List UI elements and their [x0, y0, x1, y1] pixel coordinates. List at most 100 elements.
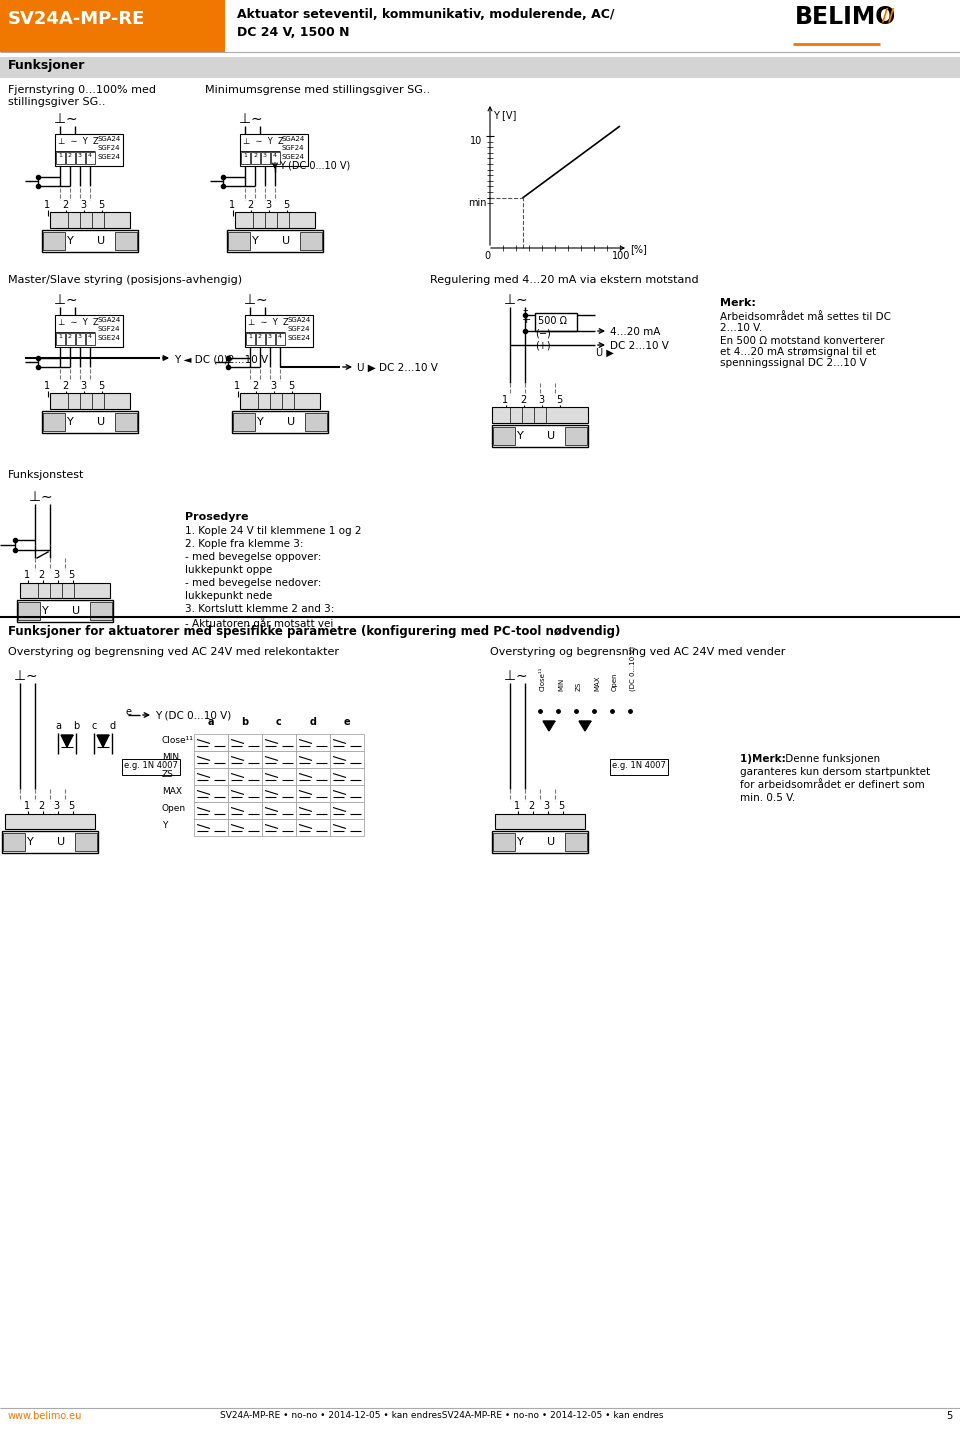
Text: ⊥: ⊥	[244, 293, 256, 308]
Text: 3: 3	[265, 200, 271, 210]
Text: Merk:: Merk:	[752, 754, 785, 764]
Text: Merk:: Merk:	[720, 297, 756, 308]
Text: ⊥: ⊥	[14, 670, 26, 683]
Text: 3: 3	[78, 333, 82, 339]
Text: ⊥: ⊥	[54, 112, 66, 126]
Text: 3: 3	[54, 800, 60, 810]
Text: 5: 5	[98, 200, 105, 210]
Text: e: e	[126, 707, 132, 717]
Text: ZS: ZS	[162, 770, 174, 779]
Text: 2...10 V.: 2...10 V.	[720, 323, 762, 333]
Bar	[535, 313, 577, 331]
Text: SGA24: SGA24	[97, 318, 120, 323]
Text: DC 24 V, 1500 N: DC 24 V, 1500 N	[237, 26, 349, 39]
Bar	[66, 152, 75, 164]
Text: SGA24: SGA24	[97, 137, 120, 142]
Bar	[42, 230, 138, 251]
Bar	[90, 602, 112, 619]
Text: (DC 0...10 V): (DC 0...10 V)	[630, 647, 636, 691]
Text: lukkepunkt oppe: lukkepunkt oppe	[185, 565, 273, 575]
Text: Arbeidsområdet må settes til DC: Arbeidsområdet må settes til DC	[720, 312, 891, 322]
Bar	[227, 230, 323, 251]
Text: Y (DC 0...10 V): Y (DC 0...10 V)	[155, 711, 231, 721]
Text: 500 Ω: 500 Ω	[538, 316, 567, 326]
Text: Funksjoner for aktuatorer med spesifikke parametre (konfigurering med PC-tool nø: Funksjoner for aktuatorer med spesifikke…	[8, 625, 620, 638]
Bar	[233, 412, 255, 431]
Text: Close¹¹: Close¹¹	[162, 736, 194, 744]
Bar	[0, 0, 225, 52]
Text: 100: 100	[612, 251, 631, 262]
Text: ⊥: ⊥	[54, 293, 66, 308]
Text: spenningssignal DC 2...10 V: spenningssignal DC 2...10 V	[720, 358, 867, 368]
Text: ⊥  ∼  Y  Z: ⊥ ∼ Y Z	[248, 318, 289, 328]
Text: Prosedyre: Prosedyre	[185, 512, 249, 522]
Bar	[18, 602, 40, 619]
Text: SGE24: SGE24	[97, 154, 120, 160]
Text: a: a	[55, 721, 61, 731]
Bar	[122, 759, 180, 775]
Text: Fjernstyring 0...100% med: Fjernstyring 0...100% med	[8, 85, 156, 95]
Bar	[232, 411, 328, 433]
Bar	[50, 392, 130, 410]
Bar	[228, 734, 262, 752]
Text: SGA24: SGA24	[287, 318, 310, 323]
Text: Overstyring og begrensning ved AC 24V med relekontakter: Overstyring og begrensning ved AC 24V me…	[8, 647, 339, 657]
Text: 5: 5	[98, 381, 105, 391]
Bar	[276, 333, 285, 345]
Text: 2: 2	[68, 333, 72, 339]
Bar	[75, 833, 97, 851]
Text: ∼: ∼	[516, 670, 528, 683]
Text: ∼: ∼	[26, 670, 37, 683]
Bar	[20, 583, 110, 598]
Bar	[55, 134, 123, 167]
Text: 2: 2	[38, 570, 45, 581]
Bar	[271, 152, 280, 164]
Bar	[296, 785, 330, 802]
Text: 1: 1	[23, 570, 30, 581]
Bar	[2, 831, 98, 854]
Bar	[66, 333, 75, 345]
Text: 2: 2	[520, 395, 526, 405]
Text: U: U	[547, 836, 555, 846]
Text: b: b	[73, 721, 80, 731]
Bar	[261, 152, 270, 164]
Text: 3: 3	[543, 800, 550, 810]
Text: 1: 1	[44, 381, 50, 391]
Text: - med bevegelse nedover:: - med bevegelse nedover:	[185, 578, 322, 588]
Text: 4: 4	[278, 333, 282, 339]
Bar	[330, 734, 364, 752]
Bar	[55, 315, 123, 346]
Bar	[300, 231, 322, 250]
Text: 2: 2	[62, 200, 68, 210]
Text: 0: 0	[484, 251, 491, 262]
Text: ZS: ZS	[576, 681, 582, 691]
Text: 1: 1	[248, 333, 252, 339]
Text: et 4...20 mA strømsignal til et: et 4...20 mA strømsignal til et	[720, 346, 876, 356]
Text: ∼: ∼	[66, 112, 78, 126]
Bar	[262, 819, 296, 836]
Bar	[493, 427, 515, 445]
Polygon shape	[543, 721, 555, 731]
Bar	[266, 333, 275, 345]
Text: MAX: MAX	[594, 675, 600, 691]
Bar	[493, 833, 515, 851]
Text: 1): 1)	[740, 754, 756, 764]
Bar	[194, 734, 228, 752]
Text: c: c	[276, 717, 282, 727]
Text: Regulering med 4...20 mA via ekstern motstand: Regulering med 4...20 mA via ekstern mot…	[430, 274, 699, 285]
Bar	[330, 802, 364, 819]
Bar	[86, 333, 95, 345]
Text: SV24A-MP-RE • no-no • 2014-12-05 • kan endresSV24A-MP-RE • no-no • 2014-12-05 • : SV24A-MP-RE • no-no • 2014-12-05 • kan e…	[220, 1411, 663, 1420]
Text: 3. Kortslutt klemme 2 and 3:: 3. Kortslutt klemme 2 and 3:	[185, 604, 334, 614]
Bar	[492, 407, 588, 422]
Text: SGF24: SGF24	[287, 326, 309, 332]
Bar	[3, 833, 25, 851]
Text: MIN: MIN	[162, 753, 180, 762]
Text: U: U	[57, 836, 65, 846]
Bar	[228, 767, 262, 785]
Text: Y: Y	[252, 236, 259, 246]
Text: SGE24: SGE24	[287, 335, 310, 341]
Text: 5: 5	[556, 395, 563, 405]
Text: Close¹¹: Close¹¹	[540, 667, 546, 691]
Text: 5: 5	[283, 200, 289, 210]
